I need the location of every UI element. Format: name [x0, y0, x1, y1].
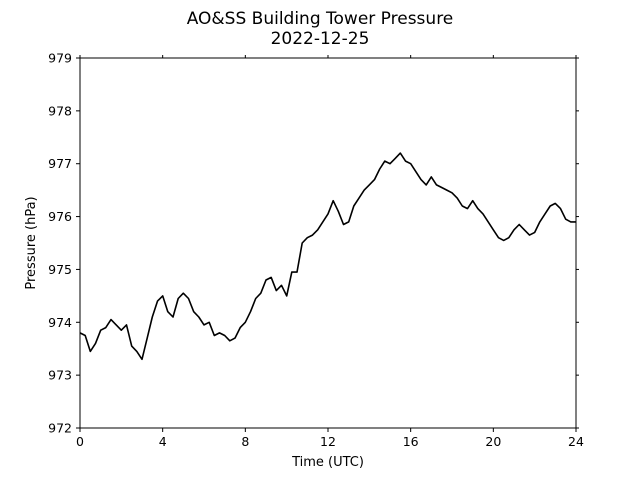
y-tick-label: 978	[48, 103, 72, 118]
y-tick-label: 975	[48, 262, 72, 277]
y-tick-label: 973	[48, 368, 72, 383]
y-tick-label: 974	[48, 315, 72, 330]
plot-frame	[79, 57, 577, 429]
x-tick-label: 16	[403, 434, 419, 449]
series-group	[79, 152, 576, 361]
x-tick-label: 24	[568, 434, 584, 449]
y-tick-label: 976	[48, 209, 72, 224]
y-tick-label: 977	[48, 156, 72, 171]
x-axis-label: Time (UTC)	[291, 455, 364, 470]
x-tick-label: 20	[485, 434, 501, 449]
x-tick-label: 4	[159, 434, 167, 449]
x-tick-label: 0	[76, 434, 84, 449]
chart-subtitle: 2022-12-25	[271, 29, 370, 49]
x-tick-label: 12	[320, 434, 336, 449]
chart-title: AO&SS Building Tower Pressure	[187, 9, 454, 29]
y-axis-label: Pressure (hPa)	[24, 196, 39, 289]
pressure-series-line	[79, 152, 576, 361]
x-tick-label: 8	[241, 434, 249, 449]
y-tick-label: 972	[48, 421, 72, 436]
axis-ticks: 0 4 8 12 16 20 24 972 973 974 975 976 977 978 979	[48, 51, 584, 450]
y-tick-label: 979	[48, 51, 72, 66]
